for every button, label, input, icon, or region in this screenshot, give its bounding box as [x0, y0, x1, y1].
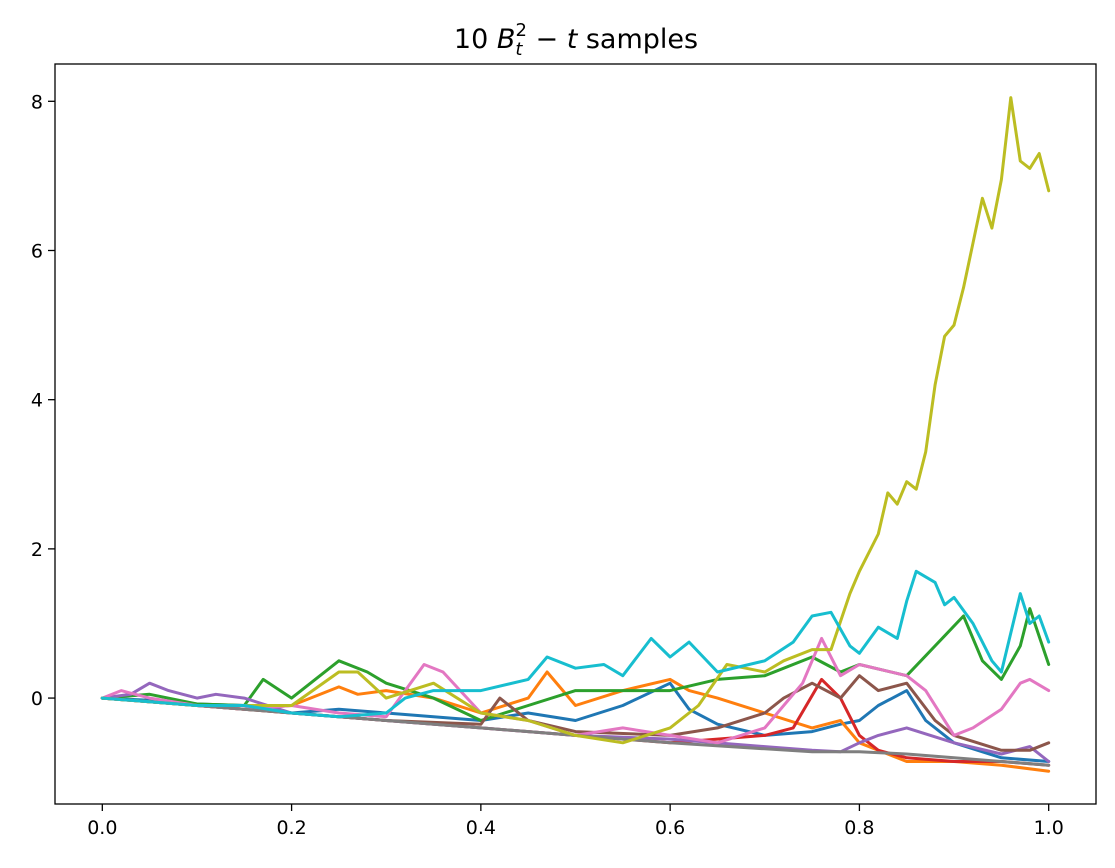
chart-title: 10 Bt2 − t samples	[454, 20, 698, 60]
y-tick-label: 8	[31, 91, 43, 113]
series-line-10	[100, 569, 1051, 719]
y-axis-ticks: 0 2 4 6 8	[31, 91, 55, 710]
chart-title-text: 10 Bt2 − t samples	[454, 20, 698, 60]
y-tick-label: 4	[31, 390, 43, 412]
title-superscript: 2	[515, 20, 526, 41]
title-suffix: samples	[577, 24, 698, 55]
y-tick-label: 0	[31, 688, 43, 710]
x-tick-label: 0.0	[87, 817, 117, 839]
title-prefix: 10	[454, 24, 497, 55]
series-line-9	[100, 96, 1051, 745]
series-line-1	[100, 681, 1051, 763]
series-layer	[100, 96, 1051, 773]
y-tick-label: 2	[31, 539, 43, 561]
y-tick-label: 6	[31, 240, 43, 262]
x-tick-label: 0.4	[466, 817, 496, 839]
x-tick-label: 0.8	[844, 817, 874, 839]
x-tick-label: 1.0	[1034, 817, 1064, 839]
series-line-3	[100, 607, 1051, 722]
x-tick-label: 0.6	[655, 817, 685, 839]
title-minus: −	[527, 24, 567, 55]
plot-frame	[54, 63, 1097, 805]
x-axis-ticks: 0.0 0.2 0.4 0.6 0.8 1.0	[87, 804, 1064, 839]
title-symbol-b: B	[497, 24, 516, 55]
series-line-6	[100, 674, 1051, 752]
title-symbol-t: t	[567, 24, 579, 55]
title-subscript: t	[515, 39, 523, 60]
series-line-5	[100, 681, 1051, 763]
x-tick-label: 0.2	[276, 817, 306, 839]
